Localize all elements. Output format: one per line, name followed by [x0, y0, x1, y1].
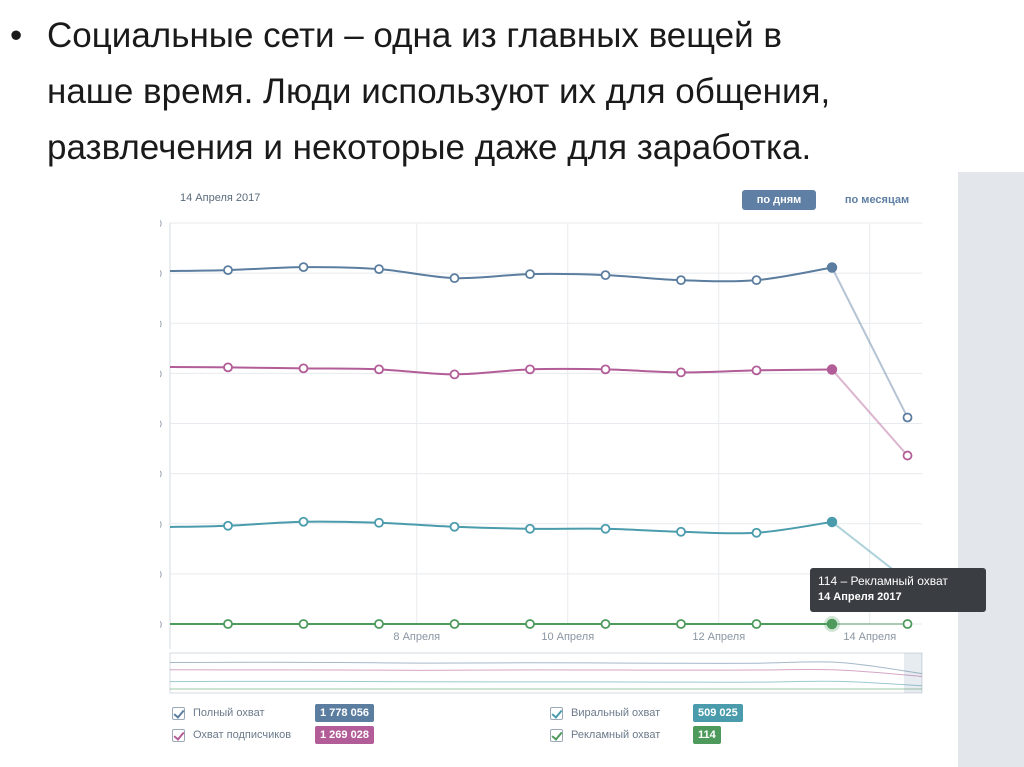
legend-item-subscriber-reach[interactable]: Охват подписчиков 1 269 028: [172, 725, 374, 745]
y-tick-label: 0: [160, 620, 162, 631]
data-point: [223, 619, 233, 629]
data-point: [902, 450, 913, 461]
checkbox-icon[interactable]: [550, 728, 563, 742]
legend-value-badge: 1 778 056: [315, 704, 374, 722]
data-point: [600, 523, 611, 534]
data-point-active: [826, 516, 838, 528]
data-point: [751, 365, 762, 376]
data-point-active: [826, 618, 838, 630]
bullet-point: •: [10, 16, 23, 55]
slide-text-line-3: развлечения и некоторые даже для заработ…: [47, 128, 812, 167]
legend-label: Полный охват: [193, 707, 265, 719]
data-point: [298, 262, 309, 273]
series-line-subscriber-reach-tail: [831, 368, 909, 457]
data-point: [374, 364, 384, 375]
data-point: [902, 412, 913, 423]
y-tick-label: 750 000: [160, 470, 162, 481]
x-tick-label: 10 Апреля: [541, 631, 594, 643]
data-point: [223, 520, 233, 531]
data-point: [223, 265, 233, 276]
data-point: [374, 517, 384, 528]
data-point: [676, 526, 686, 537]
data-point: [676, 275, 686, 286]
data-point: [298, 363, 309, 374]
data-point: [298, 516, 309, 527]
series-line-full-reach-tail: [831, 267, 909, 418]
by-months-button[interactable]: по месяцам: [844, 194, 910, 206]
legend-label: Рекламный охват: [571, 729, 661, 741]
data-point: [449, 273, 460, 284]
series-line-subscriber-reach: [169, 366, 833, 376]
y-tick-label: 1 500 000: [160, 319, 162, 330]
navigator-line: [169, 669, 923, 677]
data-point-active: [826, 364, 838, 375]
reach-chart-panel: 2 000 000 1 750 000 1 500 000 1 250 000 1 00…: [160, 178, 986, 767]
y-tick-label: 1 000 000: [160, 420, 162, 431]
checkbox-icon[interactable]: [550, 706, 563, 720]
legend-value-badge: 114: [693, 726, 721, 744]
data-point: [449, 521, 460, 532]
data-point: [676, 619, 686, 629]
navigator-line: [169, 680, 923, 687]
reach-line-chart: 2 000 000 1 750 000 1 500 000 1 250 000 1 00…: [160, 219, 923, 694]
tooltip-title: 114 – Рекламный охват: [818, 574, 948, 588]
slide-text-line-1: Социальные сети – одна из главных вещей …: [47, 16, 782, 55]
data-point: [525, 523, 535, 534]
data-point: [751, 527, 762, 538]
tooltip-date: 14 Апреля 2017: [818, 591, 902, 603]
navigator-line: [169, 661, 923, 675]
side-panel-strip: [958, 172, 1024, 767]
data-point: [223, 362, 233, 373]
y-tick-label: 1 750 000: [160, 269, 162, 280]
data-point: [449, 369, 460, 380]
navigator-frame: [169, 652, 923, 694]
data-point-active: [826, 262, 838, 273]
data-point: [449, 619, 460, 629]
chart-tooltip: 114 – Рекламный охват 14 Апреля 2017: [810, 568, 986, 612]
y-tick-label: 250 000: [160, 570, 162, 581]
navigator-window: [904, 653, 922, 693]
checkbox-icon[interactable]: [172, 706, 185, 720]
legend-label: Виральный охват: [571, 707, 661, 719]
y-tick-label: 1 250 000: [160, 369, 162, 380]
data-point: [902, 619, 913, 629]
data-point: [600, 619, 611, 629]
legend-value-badge: 509 025: [693, 704, 743, 722]
by-days-button[interactable]: по дням: [742, 190, 816, 210]
data-point: [600, 364, 611, 375]
data-point: [525, 619, 535, 629]
data-point: [525, 269, 535, 280]
x-tick-label: 12 Апреля: [692, 631, 745, 643]
chart-date-label: 14 Апреля 2017: [180, 192, 261, 204]
series-line-viral-reach: [169, 520, 833, 535]
data-point: [676, 367, 686, 378]
checkbox-icon[interactable]: [172, 728, 185, 742]
x-tick-label: 8 Апреля: [393, 631, 440, 643]
data-point: [600, 270, 611, 281]
data-point: [751, 619, 762, 629]
legend-item-full-reach[interactable]: Полный охват 1 778 056: [172, 703, 374, 723]
data-point: [374, 264, 384, 275]
data-point: [298, 619, 309, 629]
slide-text-line-2: наше время. Люди используют их для общен…: [47, 72, 831, 111]
legend-item-ads-reach[interactable]: Рекламный охват 114: [550, 725, 721, 745]
legend-value-badge: 1 269 028: [315, 726, 374, 744]
legend-item-viral-reach[interactable]: Виральный охват 509 025: [550, 703, 743, 723]
series-line-full-reach: [169, 266, 833, 283]
legend-label: Охват подписчиков: [193, 729, 292, 741]
data-point: [751, 275, 762, 286]
data-point: [374, 619, 384, 629]
y-tick-label: 500 000: [160, 520, 162, 531]
x-tick-label: 14 Апреля: [843, 631, 896, 643]
y-tick-label: 2 000 000: [160, 219, 162, 230]
data-point: [525, 364, 535, 375]
